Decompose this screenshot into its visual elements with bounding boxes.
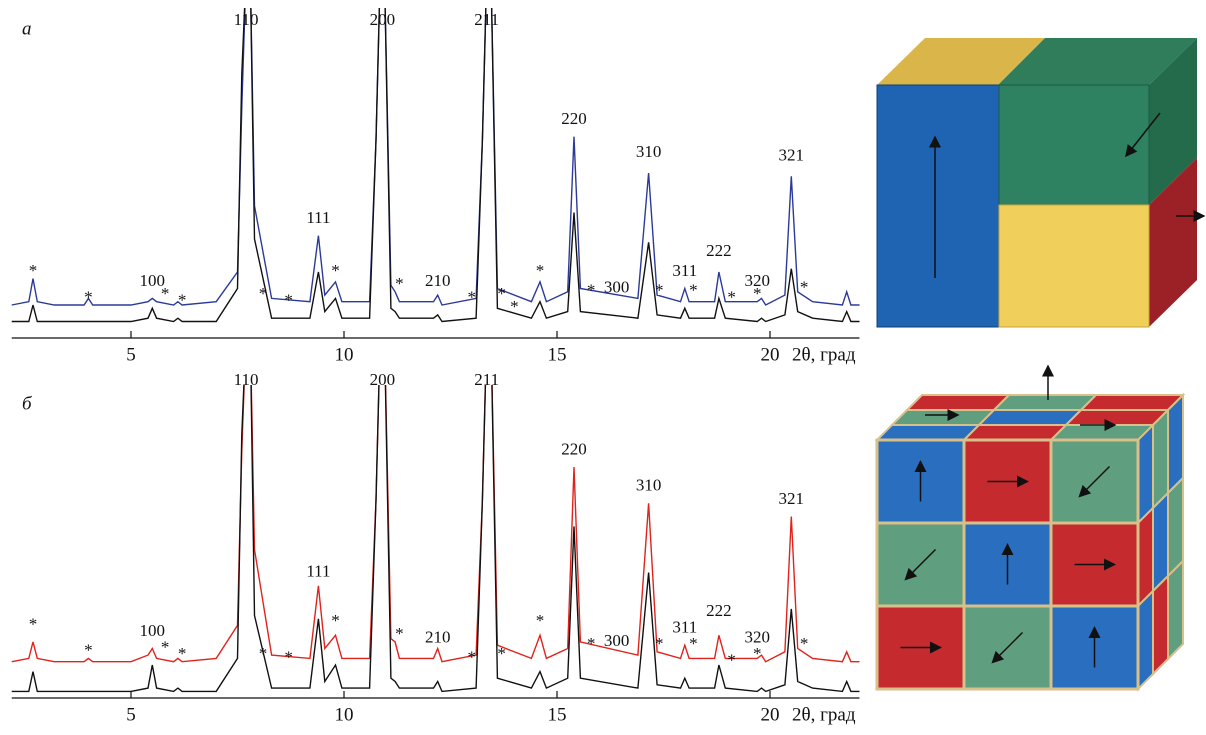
peak-annotation: * xyxy=(259,284,268,303)
peak-annotation: 310 xyxy=(636,476,662,495)
peak-annotation: 200 xyxy=(370,370,396,389)
cube-cell xyxy=(1138,425,1153,523)
x-tick-label: 20 xyxy=(761,704,780,725)
x-tick-label: 10 xyxy=(335,704,354,725)
x-tick-label: 5 xyxy=(126,704,136,725)
figure: а51015202θ, град110200211111220310321100… xyxy=(0,0,1206,735)
cube-diagram-bottom xyxy=(877,366,1183,689)
peak-annotation: 220 xyxy=(561,109,587,128)
peak-annotation: 321 xyxy=(779,489,805,508)
peak-annotation: * xyxy=(331,261,340,280)
cube-cell xyxy=(1138,591,1153,689)
x-tick-label: 5 xyxy=(126,344,136,365)
peak-annotation: * xyxy=(84,641,93,660)
peak-annotation: * xyxy=(395,624,404,643)
peak-annotation: * xyxy=(689,634,698,653)
peak-annotation: 210 xyxy=(425,271,451,290)
peak-annotation: * xyxy=(178,291,187,310)
cube-cell xyxy=(877,425,979,440)
peak-annotation: * xyxy=(29,261,38,280)
spectrum-line xyxy=(12,0,860,305)
peak-annotation: * xyxy=(536,261,545,280)
peak-annotation: * xyxy=(178,644,187,663)
peak-annotation: * xyxy=(800,277,809,296)
peak-annotation: 111 xyxy=(306,562,330,581)
peak-annotation: * xyxy=(497,284,506,303)
peak-annotation: * xyxy=(497,644,506,663)
peak-annotation: 110 xyxy=(234,370,259,389)
cube-cell xyxy=(1168,395,1183,493)
peak-annotation: * xyxy=(161,284,170,303)
peak-annotation: * xyxy=(161,637,170,656)
peak-annotation: 222 xyxy=(706,241,732,260)
cube-cell xyxy=(1051,425,1153,440)
x-tick-label: 10 xyxy=(335,344,354,365)
peak-annotation: * xyxy=(468,287,477,306)
peak-annotation: * xyxy=(587,634,596,653)
peak-annotation: * xyxy=(655,634,664,653)
peak-annotation: * xyxy=(655,281,664,300)
cube-diagram-top xyxy=(877,38,1204,327)
cube-cell xyxy=(1168,561,1183,659)
peak-annotation: 321 xyxy=(779,145,805,164)
peak-annotation: 222 xyxy=(706,601,732,620)
peak-annotation: 220 xyxy=(561,439,587,458)
x-axis-label: 2θ, град xyxy=(792,344,856,365)
peak-annotation: * xyxy=(587,281,596,300)
peak-annotation: * xyxy=(753,644,762,663)
peak-annotation: * xyxy=(727,651,736,670)
x-tick-label: 15 xyxy=(548,704,567,725)
peak-annotation: * xyxy=(753,284,762,303)
peak-annotation: * xyxy=(84,287,93,306)
peak-annotation: 311 xyxy=(672,261,697,280)
peak-annotation: * xyxy=(800,634,809,653)
cube-cell xyxy=(964,425,1066,440)
peak-annotation: * xyxy=(284,647,293,666)
cube-cell xyxy=(1153,410,1168,508)
peak-annotation: * xyxy=(331,611,340,630)
peak-annotation: 211 xyxy=(474,10,499,29)
peak-annotation: * xyxy=(259,644,268,663)
spectrum-line xyxy=(12,335,860,662)
peak-annotation: * xyxy=(284,291,293,310)
peak-annotation: * xyxy=(395,274,404,293)
panel-label: б xyxy=(22,393,33,414)
peak-annotation: 300 xyxy=(604,631,630,650)
cube-cell xyxy=(979,410,1081,425)
peak-annotation: 111 xyxy=(306,208,330,227)
cube-cell xyxy=(994,395,1096,410)
peak-annotation: 110 xyxy=(234,10,259,29)
peak-annotation: 210 xyxy=(425,628,451,647)
peak-annotation: 300 xyxy=(604,277,630,296)
x-axis-label: 2θ, град xyxy=(792,704,856,725)
peak-annotation: * xyxy=(727,287,736,306)
peak-annotation: * xyxy=(510,297,519,316)
cube-cell xyxy=(1138,508,1153,606)
peak-annotation: * xyxy=(468,647,477,666)
peak-annotation: 211 xyxy=(474,370,499,389)
peak-annotation: 310 xyxy=(636,142,662,161)
panel-label: а xyxy=(22,18,32,39)
x-tick-label: 15 xyxy=(548,344,567,365)
cube-cell xyxy=(1066,410,1168,425)
peak-annotation: * xyxy=(536,611,545,630)
cube-cell xyxy=(1168,478,1183,576)
cube-cell xyxy=(892,410,994,425)
cube-cell xyxy=(1081,395,1183,410)
peak-annotation: * xyxy=(29,614,38,633)
cube-cell xyxy=(1153,493,1168,591)
cube-cell xyxy=(1153,576,1168,674)
x-tick-label: 20 xyxy=(761,344,780,365)
peak-annotation: 200 xyxy=(370,10,396,29)
peak-annotation: * xyxy=(689,281,698,300)
cube-cell xyxy=(907,395,1009,410)
